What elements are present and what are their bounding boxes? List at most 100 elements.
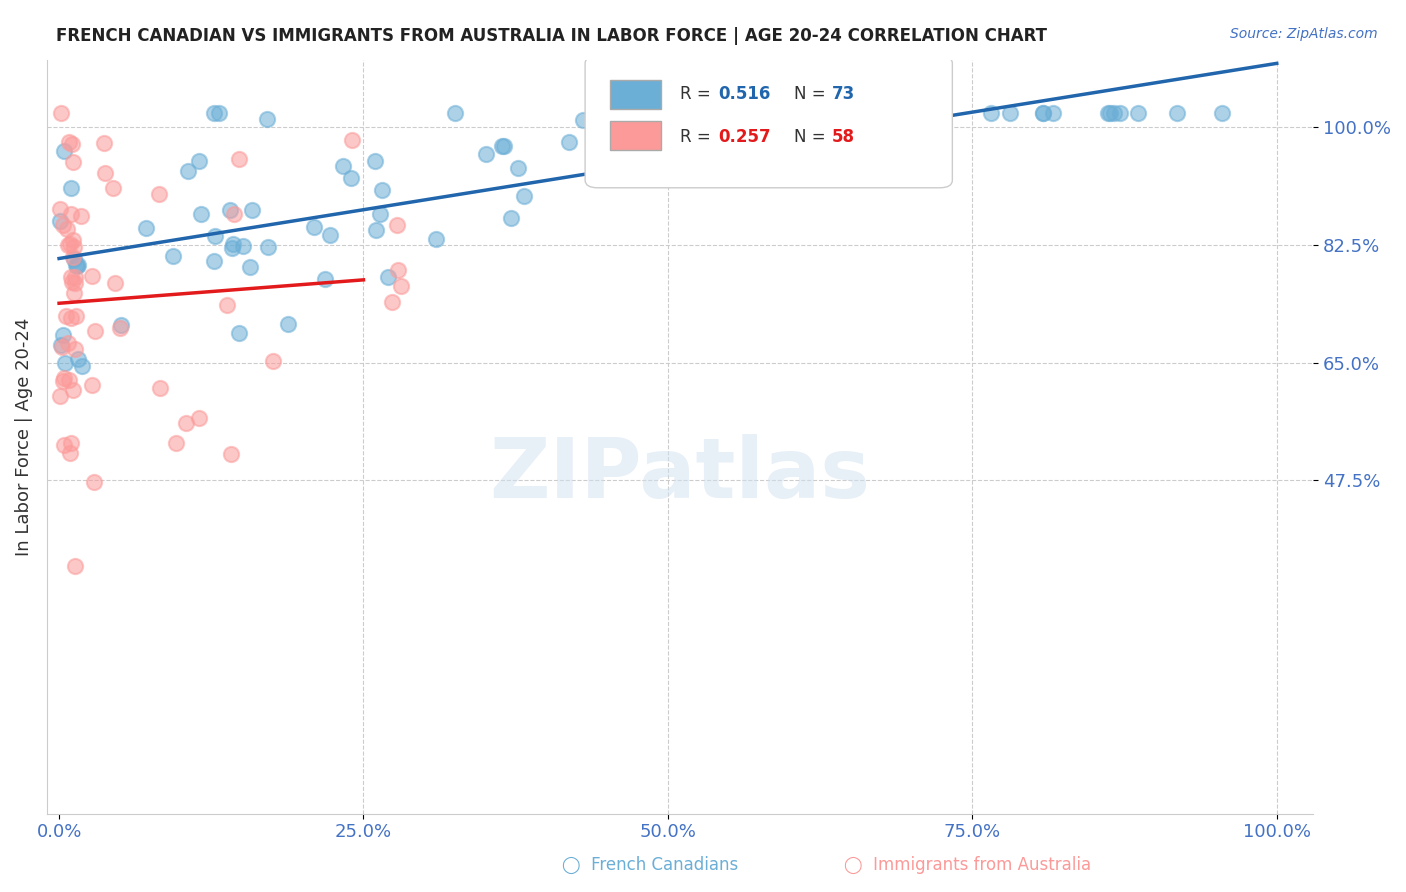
Point (190, 207, 212, 221)
Point (56, 335, 79, 350)
Point (65, 559, 87, 574)
Text: R =: R = (681, 128, 716, 145)
Point (513, 189, 536, 203)
Text: R =: R = (681, 85, 716, 103)
Point (101, 180, 124, 194)
Point (65, 342, 87, 356)
Point (998, 106, 1021, 120)
Point (48, 202, 70, 216)
Point (204, 229, 226, 244)
Point (62, 154, 84, 169)
Point (924, 106, 946, 120)
Text: 0.257: 0.257 (718, 128, 770, 145)
Point (53, 356, 76, 370)
Point (94, 166, 117, 180)
Point (62, 250, 84, 264)
Text: N =: N = (794, 85, 831, 103)
Point (176, 416, 198, 430)
Point (262, 353, 284, 368)
Point (558, 135, 581, 149)
Point (908, 106, 931, 120)
Point (1032, 106, 1054, 120)
Point (1032, 106, 1054, 120)
Point (59, 236, 82, 251)
Point (240, 203, 263, 218)
Point (162, 249, 184, 263)
Point (66, 352, 89, 367)
Point (60, 436, 83, 450)
Point (52, 145, 75, 159)
Point (60, 136, 83, 151)
Point (1042, 106, 1064, 120)
Point (628, 106, 651, 120)
Point (48, 214, 70, 228)
Text: N =: N = (794, 128, 831, 145)
Point (319, 227, 342, 242)
Point (56, 237, 79, 252)
Point (277, 317, 299, 331)
Point (257, 240, 280, 254)
Point (506, 161, 529, 176)
Point (84, 324, 107, 338)
Point (221, 241, 243, 255)
Point (1166, 106, 1188, 120)
Point (63, 252, 86, 266)
Point (980, 106, 1002, 120)
Point (218, 202, 240, 217)
Point (217, 298, 239, 312)
Text: Source: ZipAtlas.com: Source: ZipAtlas.com (1230, 27, 1378, 41)
Point (63, 285, 86, 300)
Point (188, 411, 211, 425)
Point (256, 112, 278, 126)
Point (342, 133, 364, 147)
Point (66, 258, 89, 272)
Point (475, 147, 498, 161)
Point (222, 237, 245, 252)
Point (222, 207, 245, 221)
Point (735, 106, 758, 120)
Point (381, 294, 404, 309)
Point (110, 318, 132, 332)
Point (108, 321, 131, 335)
Point (65, 258, 87, 272)
Point (340, 171, 363, 186)
Point (165, 436, 187, 450)
Point (202, 254, 225, 268)
Point (202, 106, 225, 120)
Point (839, 106, 862, 120)
Point (1109, 106, 1132, 120)
Point (83, 475, 105, 490)
Point (52, 328, 75, 343)
Point (370, 206, 392, 220)
Point (228, 152, 250, 166)
Point (1098, 106, 1121, 120)
Point (425, 232, 447, 246)
Point (387, 263, 409, 277)
Point (148, 187, 170, 202)
Point (630, 133, 652, 147)
Point (1102, 106, 1125, 120)
Point (51, 106, 73, 120)
Point (302, 219, 325, 234)
Point (645, 106, 668, 120)
Point (765, 106, 787, 120)
Point (572, 112, 595, 127)
Point (177, 164, 200, 178)
Point (377, 269, 399, 284)
Point (56, 221, 79, 235)
Point (52, 374, 75, 388)
Point (93, 136, 115, 150)
Point (188, 154, 211, 169)
Point (59, 207, 82, 221)
Point (232, 239, 254, 253)
Point (65, 309, 87, 323)
Point (149, 381, 172, 395)
Point (103, 277, 125, 291)
Point (491, 139, 513, 153)
Point (1211, 106, 1233, 120)
Point (52, 437, 75, 451)
Text: 0.516: 0.516 (718, 85, 770, 103)
Point (314, 272, 336, 286)
Point (387, 218, 409, 232)
Point (51, 338, 73, 352)
